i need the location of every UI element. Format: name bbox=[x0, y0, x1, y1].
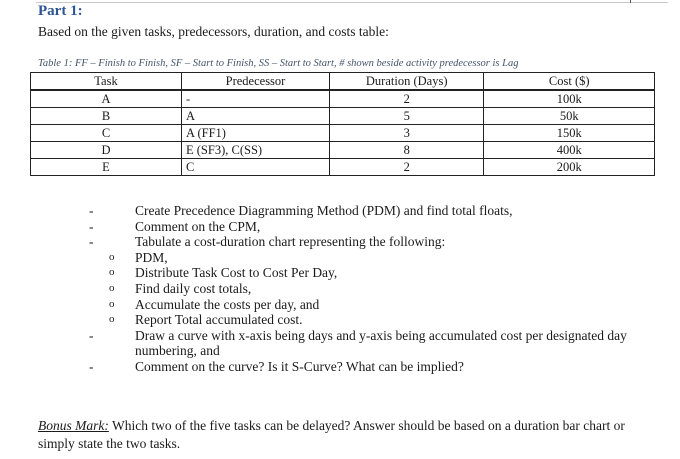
list-item-text: Comment on the CPM, bbox=[135, 218, 261, 234]
list-item: - Comment on the curve? Is it S-Curve? W… bbox=[80, 359, 640, 375]
list-item-text: Find daily cost totals, bbox=[135, 280, 252, 296]
cell-predecessor: C bbox=[181, 158, 330, 176]
circle-bullet: o bbox=[109, 313, 115, 326]
cell-cost: 200k bbox=[483, 158, 655, 176]
cell-cost: 400k bbox=[483, 141, 655, 159]
list-item-text: Tabulate a cost-duration chart represent… bbox=[135, 234, 446, 250]
page-top-mark bbox=[630, 0, 631, 3]
table-row: A - 2 100k bbox=[30, 89, 655, 108]
cell-task: B bbox=[30, 107, 182, 125]
header-duration: Duration (Days) bbox=[328, 72, 485, 91]
list-item-text: PDM, bbox=[135, 249, 168, 265]
list-item-text: Draw a curve with x-axis being days and … bbox=[135, 327, 627, 359]
list-item-text: Create Precedence Diagramming Method (PD… bbox=[135, 203, 513, 218]
circle-bullet: o bbox=[109, 297, 115, 310]
dash-bullet: - bbox=[89, 327, 94, 343]
cell-task: A bbox=[30, 89, 182, 108]
sub-list-item: o Find daily cost totals, bbox=[80, 281, 640, 297]
cell-task: C bbox=[30, 124, 182, 142]
header-cost: Cost ($) bbox=[483, 72, 655, 91]
cell-cost: 50k bbox=[483, 107, 655, 125]
part-heading: Part 1: bbox=[38, 3, 83, 19]
bonus-text: Which two of the five tasks can be delay… bbox=[38, 418, 625, 451]
instruction-list: - Create Precedence Diagramming Method (… bbox=[80, 203, 640, 375]
sub-list-item: o Accumulate the costs per day, and bbox=[80, 297, 640, 313]
table-header-row: Task Predecessor Duration (Days) Cost ($… bbox=[30, 72, 655, 91]
cell-predecessor: A bbox=[181, 107, 330, 125]
cell-duration: 2 bbox=[328, 89, 485, 108]
cell-predecessor: E (SF3), C(SS) bbox=[181, 141, 330, 159]
cell-cost: 100k bbox=[483, 89, 655, 108]
list-item: - Tabulate a cost-duration chart represe… bbox=[80, 234, 640, 250]
cell-predecessor: A (FF1) bbox=[181, 124, 330, 142]
table-row: B A 5 50k bbox=[30, 107, 655, 125]
task-table: Task Predecessor Duration (Days) Cost ($… bbox=[30, 72, 655, 176]
sub-list-item: o Report Total accumulated cost. bbox=[80, 312, 640, 328]
list-item: - Draw a curve with x-axis being days an… bbox=[80, 328, 640, 359]
list-item-text: Accumulate the costs per day, and bbox=[135, 296, 320, 312]
header-predecessor: Predecessor bbox=[181, 72, 330, 91]
cell-cost: 150k bbox=[483, 124, 655, 142]
page-top-rule bbox=[36, 2, 668, 3]
circle-bullet: o bbox=[109, 266, 115, 279]
intro-text: Based on the given tasks, predecessors, … bbox=[38, 24, 389, 39]
cell-task: E bbox=[30, 158, 182, 176]
cell-duration: 8 bbox=[328, 141, 485, 159]
circle-bullet: o bbox=[109, 281, 115, 294]
bonus-label: Bonus Mark: bbox=[38, 418, 109, 433]
circle-bullet: o bbox=[109, 250, 115, 263]
dash-bullet: - bbox=[89, 358, 94, 374]
dash-bullet: - bbox=[89, 218, 94, 234]
dash-bullet: - bbox=[89, 234, 94, 250]
sub-list-item: o PDM, bbox=[80, 250, 640, 266]
list-item-text: Comment on the curve? Is it S-Curve? Wha… bbox=[135, 358, 464, 374]
sub-list-item: o Distribute Task Cost to Cost Per Day, bbox=[80, 265, 640, 281]
bonus-paragraph: Bonus Mark: Which two of the five tasks … bbox=[38, 417, 663, 453]
cell-duration: 2 bbox=[328, 158, 485, 176]
table-row: E C 2 200k bbox=[30, 158, 655, 176]
cell-task: D bbox=[30, 141, 182, 159]
table-row: D E (SF3), C(SS) 8 400k bbox=[30, 141, 655, 159]
cell-predecessor: - bbox=[181, 89, 330, 108]
cell-duration: 3 bbox=[328, 124, 485, 142]
table-row: C A (FF1) 3 150k bbox=[30, 124, 655, 142]
list-item-text: Report Total accumulated cost. bbox=[135, 312, 303, 328]
table-caption: Table 1: FF – Finish to Finish, SF – Sta… bbox=[38, 58, 519, 69]
cell-duration: 5 bbox=[328, 107, 485, 125]
header-task: Task bbox=[30, 72, 182, 91]
list-item-text: Distribute Task Cost to Cost Per Day, bbox=[135, 265, 338, 281]
dash-bullet: - bbox=[89, 203, 94, 218]
list-item: - Create Precedence Diagramming Method (… bbox=[80, 203, 640, 219]
list-item: - Comment on the CPM, bbox=[80, 219, 640, 235]
